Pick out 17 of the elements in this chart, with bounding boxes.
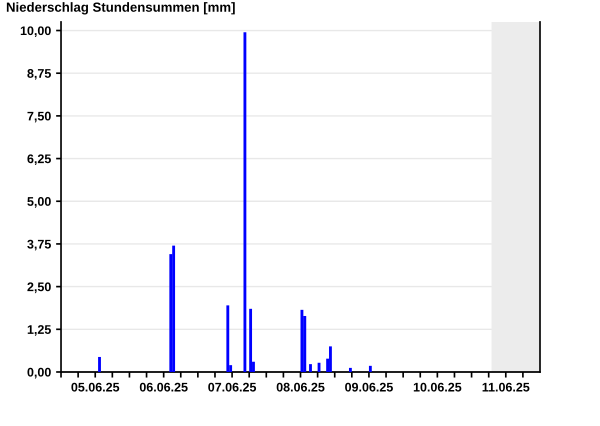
x-tick-label: 05.06.25 (71, 382, 120, 392)
x-tick-label: 11.06.25 (482, 382, 530, 392)
y-tick-label: 6,25 (27, 154, 51, 166)
chart-title: Niederschlag Stundensummen [mm] (6, 2, 235, 14)
x-tick-label: 09.06.25 (345, 382, 393, 392)
y-tick-label: 5,00 (27, 197, 51, 208)
y-tick-label: 1,25 (28, 325, 51, 336)
y-tick-label: 10,00 (20, 26, 51, 37)
y-tick-label: 0,00 (27, 368, 51, 378)
y-tick-label: 3,75 (27, 240, 51, 250)
x-tick-label: 07.06.25 (208, 382, 256, 392)
x-tick-label: 08.06.25 (276, 382, 324, 392)
y-tick-label: 8,75 (27, 69, 51, 80)
y-tick-label: 7,50 (28, 112, 51, 122)
y-tick-label: 2,50 (27, 282, 51, 294)
x-tick-label: 06.06.25 (140, 382, 188, 392)
x-tick-label: 10.06.25 (414, 382, 462, 392)
